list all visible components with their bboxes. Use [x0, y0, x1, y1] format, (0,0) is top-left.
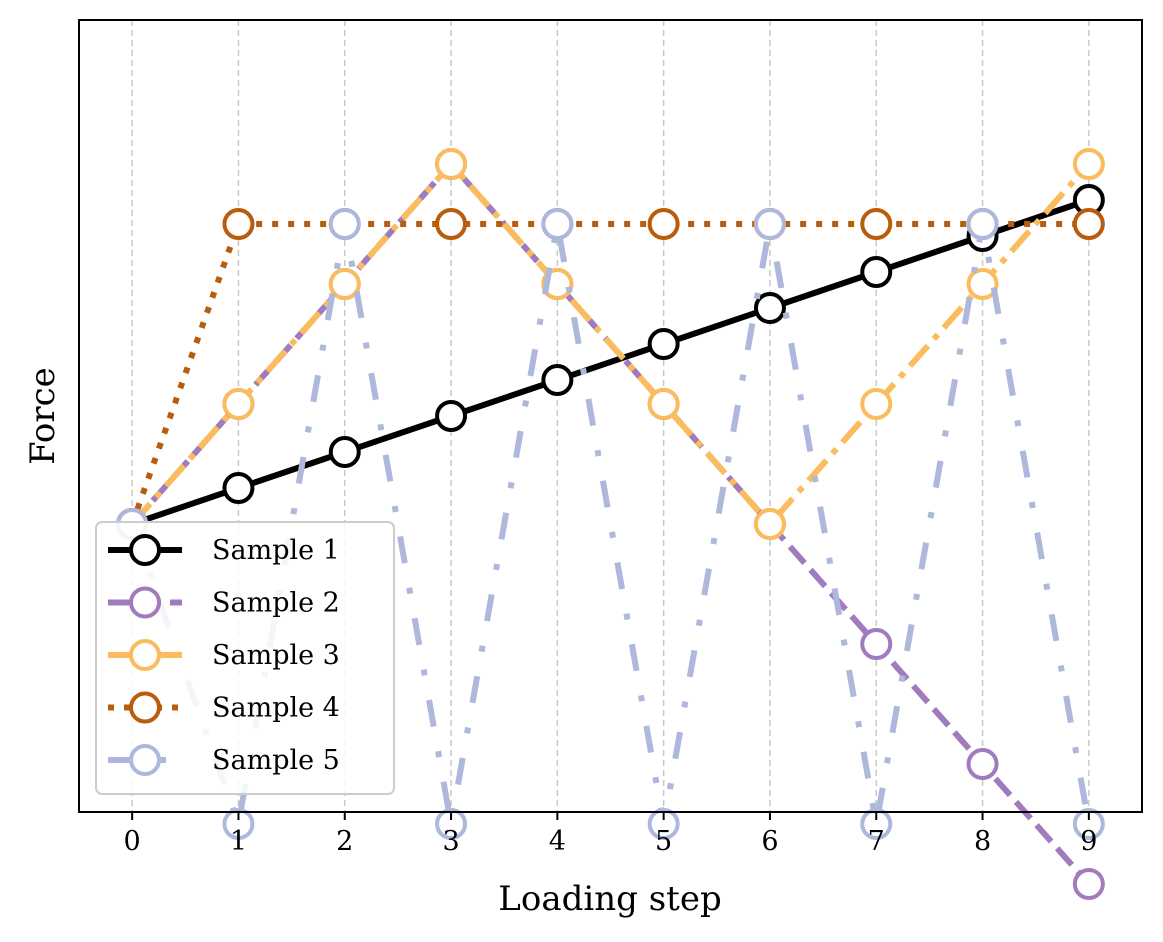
legend-entry-1: Sample 1 — [108, 534, 340, 566]
point-s2-x9 — [1072, 868, 1105, 900]
series-line-3 — [129, 161, 1092, 527]
legend-entry-2: Sample 2 — [108, 586, 340, 619]
point-s4-x9 — [1072, 208, 1105, 240]
x-tick-label-0: 0 — [124, 826, 141, 857]
x-tick-label-6: 6 — [761, 826, 778, 857]
point-s4-x1 — [222, 208, 255, 240]
point-s5-x6 — [753, 208, 786, 240]
point-s1-x6 — [753, 292, 786, 324]
point-s5-x1 — [222, 808, 255, 840]
point-s5-x5 — [647, 808, 680, 840]
x-tick-label-1: 1 — [230, 826, 247, 857]
point-s2-x8 — [966, 748, 999, 780]
legend-entry-5: Sample 5 — [108, 744, 340, 776]
point-s3-x7 — [860, 388, 893, 420]
x-axis-label: Loading step — [498, 879, 721, 919]
point-s1-x4 — [541, 364, 574, 396]
legend-label-4: Sample 4 — [212, 693, 340, 724]
point-s1-x1 — [222, 472, 255, 504]
series-5 — [116, 208, 1105, 840]
legend-entry-4: Sample 4 — [108, 691, 340, 724]
x-axis-ticks: 0 1 2 3 4 5 6 7 8 9 — [124, 812, 1097, 857]
legend-label-3: Sample 3 — [212, 640, 340, 671]
legend-label-2: Sample 2 — [212, 588, 340, 619]
point-s1-x3 — [435, 400, 468, 432]
point-s3-x3 — [435, 148, 468, 180]
point-s3-x9 — [1072, 148, 1105, 180]
point-s5-x2 — [328, 208, 361, 240]
legend-marker-3 — [129, 639, 161, 671]
series-line-4 — [129, 221, 1089, 526]
y-axis-label: Force — [23, 367, 63, 465]
point-s3-x6 — [753, 508, 786, 540]
point-s1-x5 — [647, 328, 680, 360]
legend-marker-2 — [129, 586, 161, 619]
point-s3-x5 — [647, 388, 680, 420]
legend-box — [95, 521, 395, 795]
x-tick-label-8: 8 — [974, 826, 991, 857]
point-s5-x3 — [435, 808, 468, 840]
legend-label-1: Sample 1 — [212, 535, 340, 566]
point-s4-x5 — [647, 208, 680, 240]
plot-frame — [78, 19, 1143, 813]
point-s5-x8 — [966, 208, 999, 240]
x-tick-label-5: 5 — [655, 826, 672, 857]
point-s1-x7 — [860, 256, 893, 288]
point-s2-x7 — [860, 628, 893, 660]
x-tick-label-3: 3 — [442, 826, 459, 857]
point-s3-x8 — [966, 268, 999, 300]
x-tick-label-7: 7 — [868, 826, 885, 857]
point-s1-x2 — [328, 436, 361, 468]
legend-marker-4 — [129, 691, 161, 724]
legend-entry-3: Sample 3 — [108, 639, 340, 671]
point-s4-x3 — [435, 208, 468, 240]
x-tick-label-2: 2 — [336, 826, 353, 857]
point-s5-x9 — [1072, 808, 1105, 840]
x-tick-label-4: 4 — [549, 826, 566, 857]
series-line-1 — [131, 197, 1090, 527]
legend-marker-1 — [129, 534, 161, 566]
point-s3-x1 — [222, 388, 255, 420]
x-tick-label-9: 9 — [1080, 826, 1097, 857]
point-s5-x7 — [860, 808, 893, 840]
point-s3-x2 — [328, 268, 361, 300]
point-s5-x4 — [541, 208, 574, 240]
legend-marker-5 — [129, 744, 161, 776]
point-s4-x7 — [860, 208, 893, 240]
legend: Sample 1 Sample 2 Sample 3 Sample 4 Sample 5 — [95, 521, 395, 795]
legend-label-5: Sample 5 — [212, 745, 340, 776]
